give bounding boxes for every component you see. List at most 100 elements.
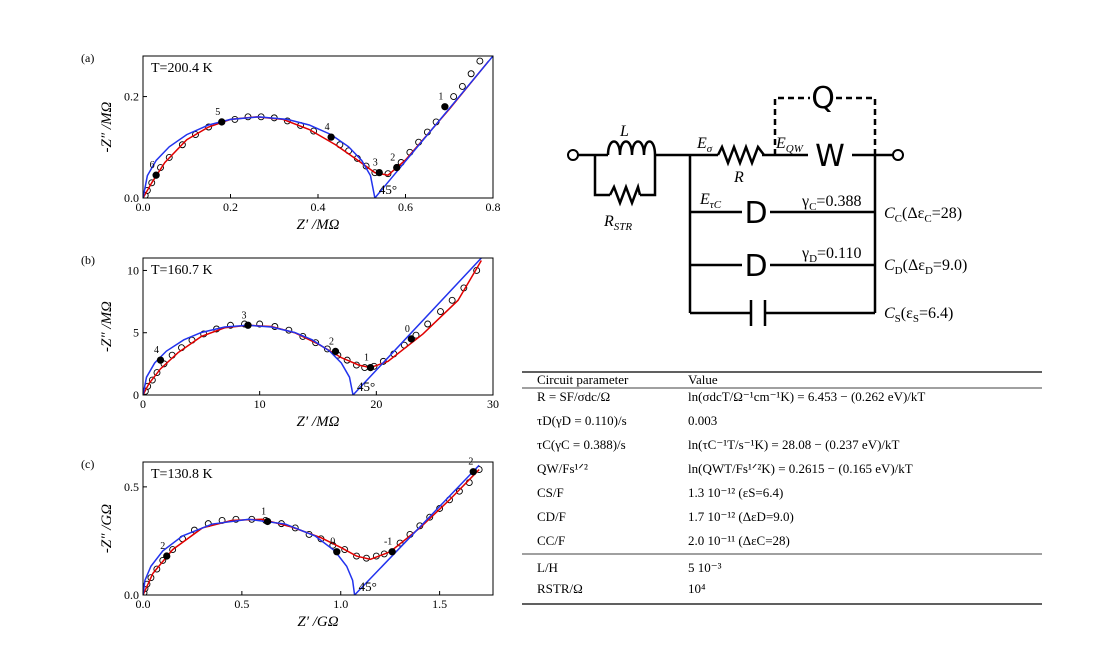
table-cell: CS/F <box>537 485 564 500</box>
y-axis-label: -Z″ /MΩ <box>99 301 115 352</box>
labeled-point <box>393 163 401 172</box>
label: C <box>884 205 895 222</box>
data-point <box>448 296 456 304</box>
point-label: 0 <box>405 324 410 335</box>
labeled-point <box>388 548 396 556</box>
inductor <box>606 140 657 156</box>
table-cell: L/H <box>537 560 558 575</box>
point-label: 0 <box>330 537 335 548</box>
angle-label: 45° <box>359 579 377 594</box>
point-label: 2 <box>390 153 395 164</box>
x-tick-label: 0.2 <box>223 200 238 214</box>
data-point <box>437 308 444 316</box>
point-label: 3 <box>242 310 247 321</box>
capacitor <box>749 300 767 326</box>
label: E <box>696 135 707 152</box>
y-tick-label: 0.0 <box>124 191 139 205</box>
x-axis-label: Z′ /MΩ <box>297 414 340 430</box>
data-point <box>467 70 475 78</box>
label: =0.110 <box>817 245 861 262</box>
labeled-point <box>327 133 335 141</box>
label: =0.388 <box>816 193 861 210</box>
circuit-diagram: L RSTR Eσ R EQW Q W EτC D D γC=0.388 γD=… <box>567 81 967 326</box>
label: S <box>895 313 901 325</box>
labeled-point <box>366 363 375 372</box>
label: QW <box>786 143 804 155</box>
label: S <box>913 313 919 325</box>
x-tick-label: 0.4 <box>311 200 326 214</box>
label: (ε <box>901 305 913 322</box>
data-point <box>412 331 420 339</box>
point-label: 4 <box>325 122 330 133</box>
y-tick-label: 5 <box>133 326 139 340</box>
table-cell: CC/F <box>537 533 565 548</box>
table-cell: 1.7 10⁻¹² (ΔεD=9.0) <box>688 509 794 524</box>
chart: 0.0 0.2 0.4 0.6 0.8 0.0 0.2 45° 1 2 3 4 5 6 (a) T=200.4… <box>81 51 501 233</box>
label: E <box>699 191 710 208</box>
labeled-point <box>441 103 449 111</box>
annotation: T=200.4 K <box>151 61 213 76</box>
axes-frame <box>142 257 494 396</box>
label: D <box>925 265 933 277</box>
label: C <box>809 201 816 213</box>
label: σ <box>707 143 713 155</box>
fit-line <box>143 260 482 395</box>
y-axis-label: -Z″ /MΩ <box>99 101 115 152</box>
x-tick-label: 0 <box>140 397 146 411</box>
label: γ <box>801 245 809 262</box>
element-d: D <box>744 196 767 231</box>
x-tick-label: 1.0 <box>333 597 348 611</box>
panel-label: (c) <box>81 457 94 471</box>
x-tick-label: 0.0 <box>136 200 151 214</box>
table-cell: RSTR/Ω <box>537 581 583 596</box>
table-cell: 2.0 10⁻¹¹ (ΔεC=28) <box>688 533 790 548</box>
element-q: Q <box>811 81 835 116</box>
x-tick-label: 0.5 <box>234 597 249 611</box>
y-tick-label: 0 <box>133 388 139 402</box>
fit-line <box>143 56 493 198</box>
resistor <box>716 143 765 167</box>
x-tick-label: 0.0 <box>136 597 151 611</box>
point-label: 2 <box>160 541 165 552</box>
axes-frame <box>142 461 494 596</box>
table-cell: 10⁴ <box>688 581 706 596</box>
labeled-point <box>407 335 415 343</box>
label: γ <box>801 193 809 210</box>
label: R <box>603 213 614 230</box>
table-cell: R = SF/σdc/Ω <box>537 389 610 404</box>
point-label: 3 <box>373 158 378 169</box>
label: γC=0.388 <box>801 193 861 213</box>
dashed-branch <box>773 96 877 155</box>
table-header: Circuit parameter <box>537 372 629 387</box>
resistor <box>608 182 642 207</box>
table-cell: 0.003 <box>688 413 717 428</box>
x-tick-label: 0.6 <box>398 200 413 214</box>
label: E <box>775 135 786 152</box>
label: R <box>733 169 744 186</box>
annotation: T=130.8 K <box>151 467 213 482</box>
label: τC <box>710 199 722 211</box>
data-point <box>458 82 466 90</box>
labeled-point <box>333 548 341 556</box>
label: C <box>895 213 902 225</box>
label: D <box>809 253 817 265</box>
label: =28) <box>932 205 962 222</box>
point-label: 4 <box>154 345 159 356</box>
table-cell: 5 10⁻³ <box>688 560 722 575</box>
point-label: 2 <box>329 336 334 347</box>
data-point <box>450 93 458 101</box>
x-axis-label: Z′ /GΩ <box>297 614 338 630</box>
point-label: 1 <box>438 92 443 103</box>
terminal <box>892 149 904 161</box>
angle-label: 45° <box>379 182 397 197</box>
point-label: 1 <box>261 506 266 517</box>
point-label: -1 <box>384 537 392 548</box>
labeled-point <box>469 468 477 476</box>
label: C <box>924 213 931 225</box>
element-w: W <box>815 139 845 174</box>
data-point <box>455 487 463 495</box>
label: EQW <box>775 135 804 155</box>
labeled-point <box>163 552 171 560</box>
